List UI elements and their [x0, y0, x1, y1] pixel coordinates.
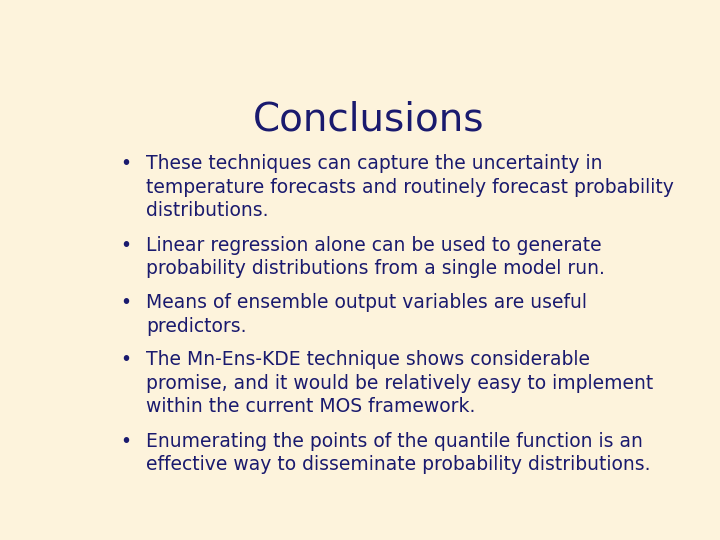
- Text: The Mn-Ens-KDE technique shows considerable
promise, and it would be relatively : The Mn-Ens-KDE technique shows considera…: [145, 350, 653, 416]
- Text: •: •: [121, 293, 132, 312]
- Text: Conclusions: Conclusions: [253, 100, 485, 138]
- Text: These techniques can capture the uncertainty in
temperature forecasts and routin: These techniques can capture the uncerta…: [145, 154, 674, 220]
- Text: •: •: [121, 432, 132, 451]
- Text: •: •: [121, 235, 132, 255]
- Text: Enumerating the points of the quantile function is an
effective way to dissemina: Enumerating the points of the quantile f…: [145, 432, 650, 475]
- Text: •: •: [121, 154, 132, 173]
- Text: Linear regression alone can be used to generate
probability distributions from a: Linear regression alone can be used to g…: [145, 235, 605, 278]
- Text: Means of ensemble output variables are useful
predictors.: Means of ensemble output variables are u…: [145, 293, 587, 335]
- Text: •: •: [121, 350, 132, 369]
